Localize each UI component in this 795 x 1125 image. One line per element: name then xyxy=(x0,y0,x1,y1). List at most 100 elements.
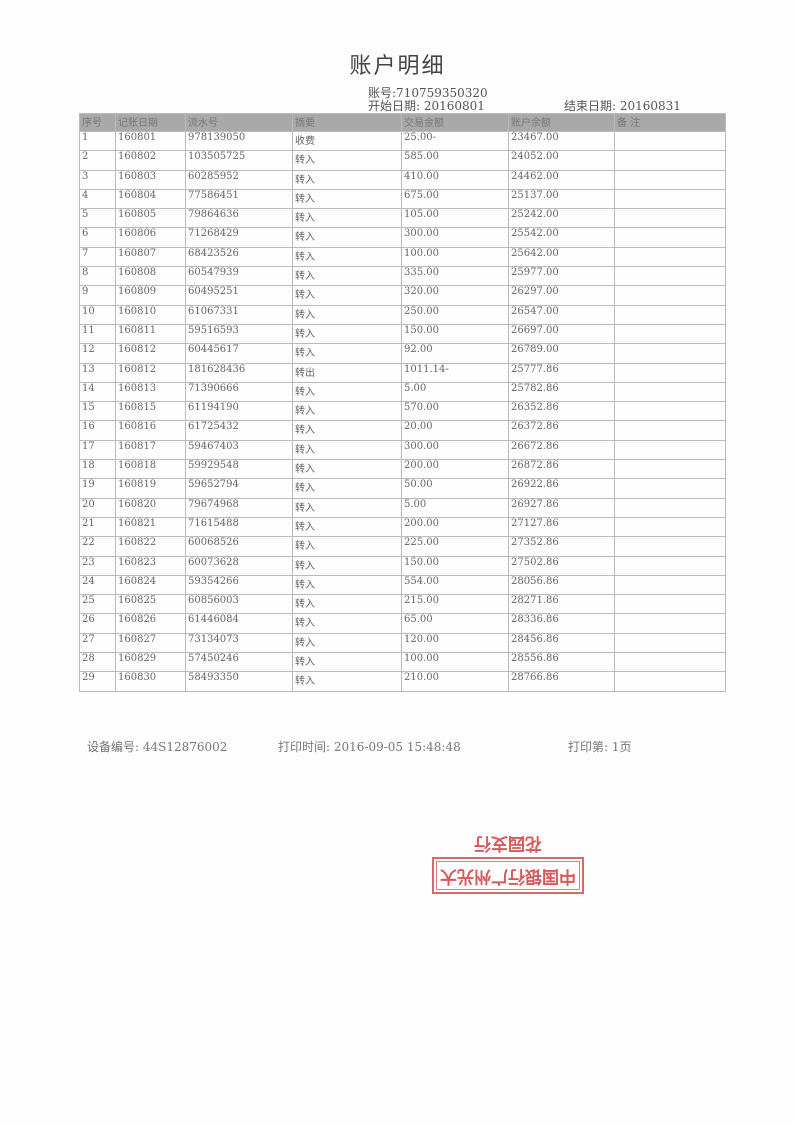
table-cell: 23 xyxy=(79,555,116,576)
table-cell: 79674968 xyxy=(185,497,293,518)
table-cell: 26352.86 xyxy=(508,401,615,422)
table-cell: 转入 xyxy=(292,343,402,364)
table-row: 20 160820 79674968 转入 5.00 26927.86 xyxy=(79,497,726,518)
table-cell: 25542.00 xyxy=(508,227,615,248)
column-header: 摘要 xyxy=(292,113,402,132)
table-cell: 160817 xyxy=(115,439,186,461)
table-cell: 25782.86 xyxy=(508,381,615,403)
table-cell: 26872.86 xyxy=(508,459,615,480)
table-row: 19 160819 59652794 转入 50.00 26922.86 xyxy=(79,478,726,499)
table-cell: 25.00- xyxy=(401,130,509,152)
table-cell xyxy=(614,497,726,518)
table-cell: 200.00 xyxy=(401,459,509,480)
table-cell xyxy=(614,459,726,480)
table-cell: 28271.86 xyxy=(508,594,615,615)
table-cell: 转入 xyxy=(292,497,402,518)
table-cell xyxy=(614,555,726,576)
table-cell: 转入 xyxy=(292,420,402,441)
table-cell: 26372.86 xyxy=(508,420,615,441)
table-cell: 60856003 xyxy=(185,594,293,615)
table-cell: 3 xyxy=(79,169,116,190)
table-cell: 160801 xyxy=(115,130,186,152)
table-cell: 160805 xyxy=(115,208,186,229)
table-cell: 61067331 xyxy=(185,304,293,325)
table-row: 25 160825 60856003 转入 215.00 28271.86 xyxy=(79,594,726,615)
table-cell xyxy=(614,516,726,538)
table-cell: 转入 xyxy=(292,246,402,268)
table-cell: 26 xyxy=(79,613,116,634)
table-cell: 26789.00 xyxy=(508,343,615,364)
table-cell xyxy=(614,401,726,422)
device-number: 设备编号: 44S12876002 xyxy=(87,740,228,754)
table-cell: 160822 xyxy=(115,536,186,557)
table-cell xyxy=(614,536,726,557)
table-row: 1 160801 978139050 收费 25.00- 23467.00 xyxy=(79,130,726,152)
table-cell: 250.00 xyxy=(401,304,509,325)
table-cell: 24 xyxy=(79,574,116,596)
table-cell: 160818 xyxy=(115,459,186,480)
column-header: 账户余额 xyxy=(508,113,615,132)
table-cell: 28056.86 xyxy=(508,574,615,596)
table-cell: 120.00 xyxy=(401,632,509,654)
table-cell: 转入 xyxy=(292,401,402,422)
table-row: 16 160816 61725432 转入 20.00 26372.86 xyxy=(79,420,726,441)
table-cell: 160823 xyxy=(115,555,186,576)
column-header: 备 注 xyxy=(614,113,726,132)
table-row: 5 160805 79864636 转入 105.00 25242.00 xyxy=(79,208,726,229)
table-cell: 21 xyxy=(79,516,116,538)
table-cell: 160810 xyxy=(115,304,186,325)
table-cell: 1011.14- xyxy=(401,362,509,383)
table-cell: 160820 xyxy=(115,497,186,518)
table-row: 13 160812 181628436 转出 1011.14- 25777.86 xyxy=(79,362,726,383)
table-cell: 68423526 xyxy=(185,246,293,268)
table-cell: 23467.00 xyxy=(508,130,615,152)
table-cell: 160806 xyxy=(115,227,186,248)
table-row: 21 160821 71615488 转入 200.00 27127.86 xyxy=(79,516,726,538)
table-cell: 转入 xyxy=(292,150,402,171)
table-cell: 335.00 xyxy=(401,266,509,287)
table-cell: 160829 xyxy=(115,652,186,673)
table-cell: 60285952 xyxy=(185,169,293,190)
table-cell xyxy=(614,227,726,248)
table-cell: 24462.00 xyxy=(508,169,615,190)
table-cell: 27 xyxy=(79,632,116,654)
table-cell: 59929548 xyxy=(185,459,293,480)
table-cell: 60068526 xyxy=(185,536,293,557)
table-row: 11 160811 59516593 转入 150.00 26697.00 xyxy=(79,323,726,345)
table-cell: 978139050 xyxy=(185,130,293,152)
table-cell: 26297.00 xyxy=(508,285,615,306)
table-cell: 25777.86 xyxy=(508,362,615,383)
account-number: 账号:710759350320 xyxy=(368,86,488,100)
table-cell: 转入 xyxy=(292,208,402,229)
table-row: 24 160824 59354266 转入 554.00 28056.86 xyxy=(79,574,726,596)
table-cell: 150.00 xyxy=(401,555,509,576)
table-cell: 27502.86 xyxy=(508,555,615,576)
table-row: 26 160826 61446084 转入 65.00 28336.86 xyxy=(79,613,726,634)
table-cell xyxy=(614,420,726,441)
table-cell: 60547939 xyxy=(185,266,293,287)
table-cell xyxy=(614,285,726,306)
table-cell: 25 xyxy=(79,594,116,615)
table-cell: 22 xyxy=(79,536,116,557)
table-row: 28 160829 57450246 转入 100.00 28556.86 xyxy=(79,652,726,673)
table-cell: 160812 xyxy=(115,362,186,383)
table-cell: 585.00 xyxy=(401,150,509,171)
table-cell: 675.00 xyxy=(401,188,509,210)
table-cell: 转入 xyxy=(292,227,402,248)
table-cell: 160811 xyxy=(115,323,186,345)
table-cell: 57450246 xyxy=(185,652,293,673)
table-cell: 转入 xyxy=(292,381,402,403)
table-cell xyxy=(614,169,726,190)
table-cell: 25242.00 xyxy=(508,208,615,229)
table-cell: 160824 xyxy=(115,574,186,596)
table-row: 14 160813 71390666 转入 5.00 25782.86 xyxy=(79,381,726,403)
table-cell: 60495251 xyxy=(185,285,293,306)
table-cell xyxy=(614,188,726,210)
table-cell xyxy=(614,362,726,383)
table-row: 6 160806 71268429 转入 300.00 25542.00 xyxy=(79,227,726,248)
table-cell: 4 xyxy=(79,188,116,210)
table-cell: 160813 xyxy=(115,381,186,403)
table-cell: 6 xyxy=(79,227,116,248)
table-cell xyxy=(614,613,726,634)
table-cell: 28336.86 xyxy=(508,613,615,634)
